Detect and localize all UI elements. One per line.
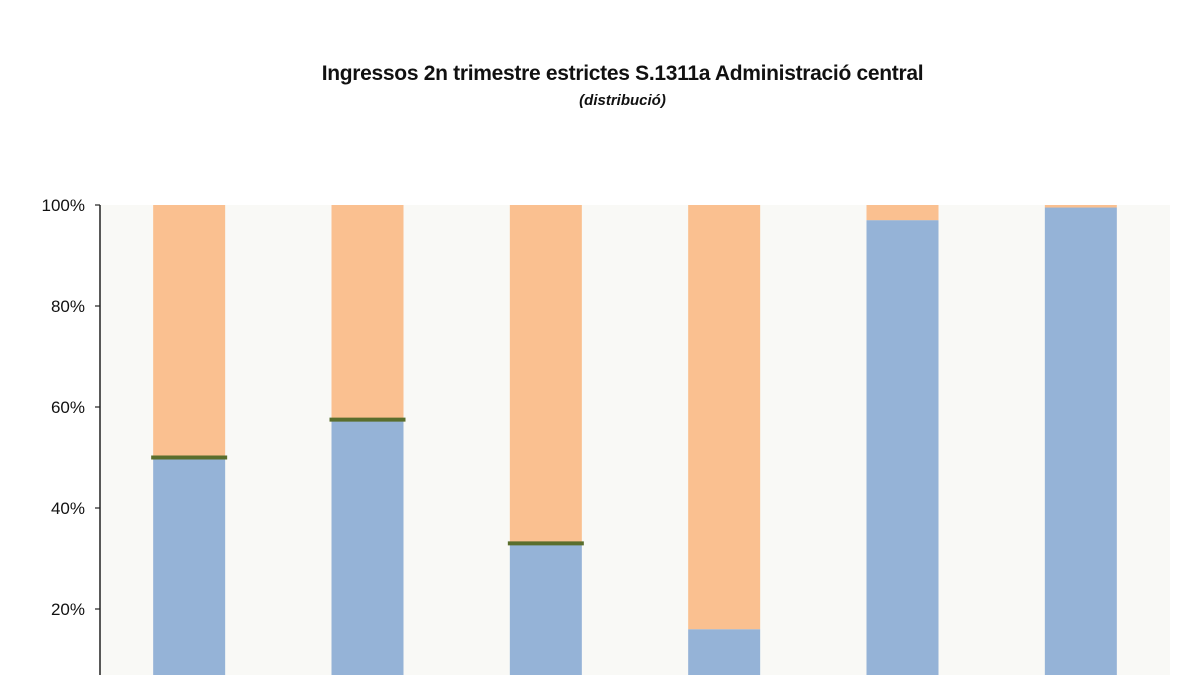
bar-segment-1-series-2: [153, 205, 226, 458]
bar-group: [151, 205, 1117, 675]
chart-subtitle: (distribució): [579, 92, 666, 109]
bar-segment-3-series-2: [509, 205, 582, 544]
chart-title: Ingressos 2n trimestre estrictes S.1311a…: [321, 62, 924, 85]
title-block: Ingressos 2n trimestre estrictes S.1311a…: [0, 62, 1200, 109]
y-tick-label: 60%: [51, 398, 85, 417]
y-tick-label: 80%: [51, 297, 85, 316]
y-tick-label: 20%: [51, 600, 85, 619]
bar-segment-6-series-2: [1044, 205, 1117, 208]
bar-segment-5-series-1: [866, 220, 939, 675]
bar-segment-2-series-1: [331, 419, 404, 675]
bar-segment-1-series-1: [153, 457, 226, 675]
y-tick-label: 40%: [51, 499, 85, 518]
y-axis-ticks: 20% 40% 60% 80% 100%: [42, 196, 100, 619]
bar-segment-6-series-1: [1044, 207, 1117, 675]
plot-area: [100, 205, 1170, 675]
y-tick-label: 100%: [42, 196, 85, 215]
bar-segment-5-series-2: [866, 205, 939, 221]
bar-segment-3-series-1: [509, 543, 582, 675]
bar-segment-2-series-2: [331, 205, 404, 420]
bar-segment-4-series-1: [688, 629, 761, 675]
bar-segment-4-series-2: [688, 205, 761, 630]
